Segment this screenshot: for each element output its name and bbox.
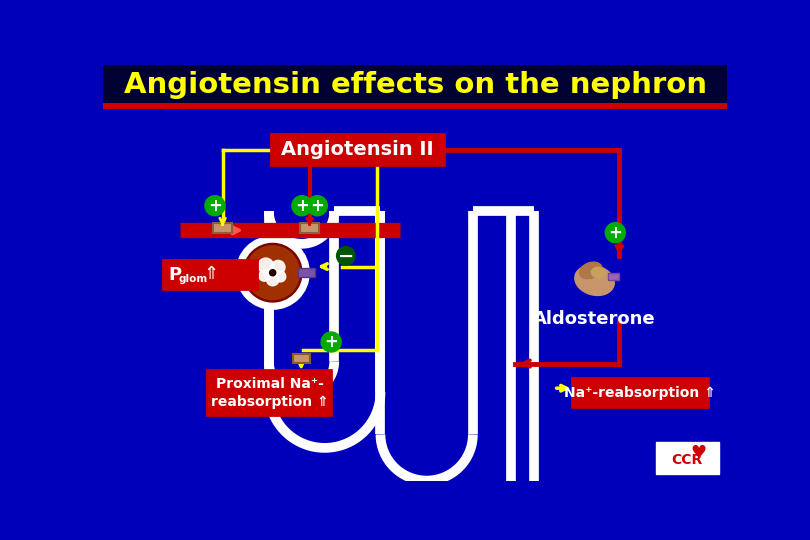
Text: +: + [295,197,309,215]
FancyBboxPatch shape [213,222,232,233]
Text: −: − [338,247,354,266]
FancyBboxPatch shape [656,442,719,475]
Text: Angiotensin effects on the nephron: Angiotensin effects on the nephron [124,71,706,99]
Text: CCR: CCR [671,453,702,467]
Text: ⇑: ⇑ [203,265,219,284]
FancyBboxPatch shape [104,110,727,481]
Circle shape [264,269,274,279]
Circle shape [292,195,312,215]
FancyBboxPatch shape [608,273,619,280]
Circle shape [271,260,285,274]
FancyBboxPatch shape [572,378,708,408]
Circle shape [205,195,225,215]
Text: Na⁺-reabsorption ⇑: Na⁺-reabsorption ⇑ [564,386,716,400]
Circle shape [266,273,279,286]
FancyBboxPatch shape [104,103,727,110]
Circle shape [269,267,276,275]
Circle shape [244,244,302,302]
Text: +: + [208,197,222,215]
Circle shape [245,246,300,300]
Text: ♥: ♥ [690,444,706,462]
FancyBboxPatch shape [164,260,258,289]
Circle shape [270,269,275,276]
Ellipse shape [579,262,602,279]
Circle shape [259,271,270,281]
Text: +: + [310,197,324,215]
FancyBboxPatch shape [271,134,444,165]
FancyBboxPatch shape [298,268,315,278]
Circle shape [322,332,341,352]
FancyBboxPatch shape [301,222,319,233]
Circle shape [605,222,625,242]
FancyBboxPatch shape [207,370,331,415]
Text: Proximal Na⁺-
reabsorption ⇑: Proximal Na⁺- reabsorption ⇑ [211,376,328,409]
Text: Aldosterone: Aldosterone [533,309,656,328]
Ellipse shape [591,267,605,278]
FancyBboxPatch shape [293,354,310,363]
Ellipse shape [575,265,614,295]
Text: glom: glom [179,274,208,284]
Circle shape [275,271,286,282]
Circle shape [337,247,355,265]
Text: P: P [168,266,182,284]
Circle shape [258,258,274,273]
Text: +: + [608,224,622,242]
Text: Angiotensin II: Angiotensin II [281,140,433,159]
Text: +: + [324,333,338,351]
FancyBboxPatch shape [104,65,727,105]
Circle shape [307,195,327,215]
